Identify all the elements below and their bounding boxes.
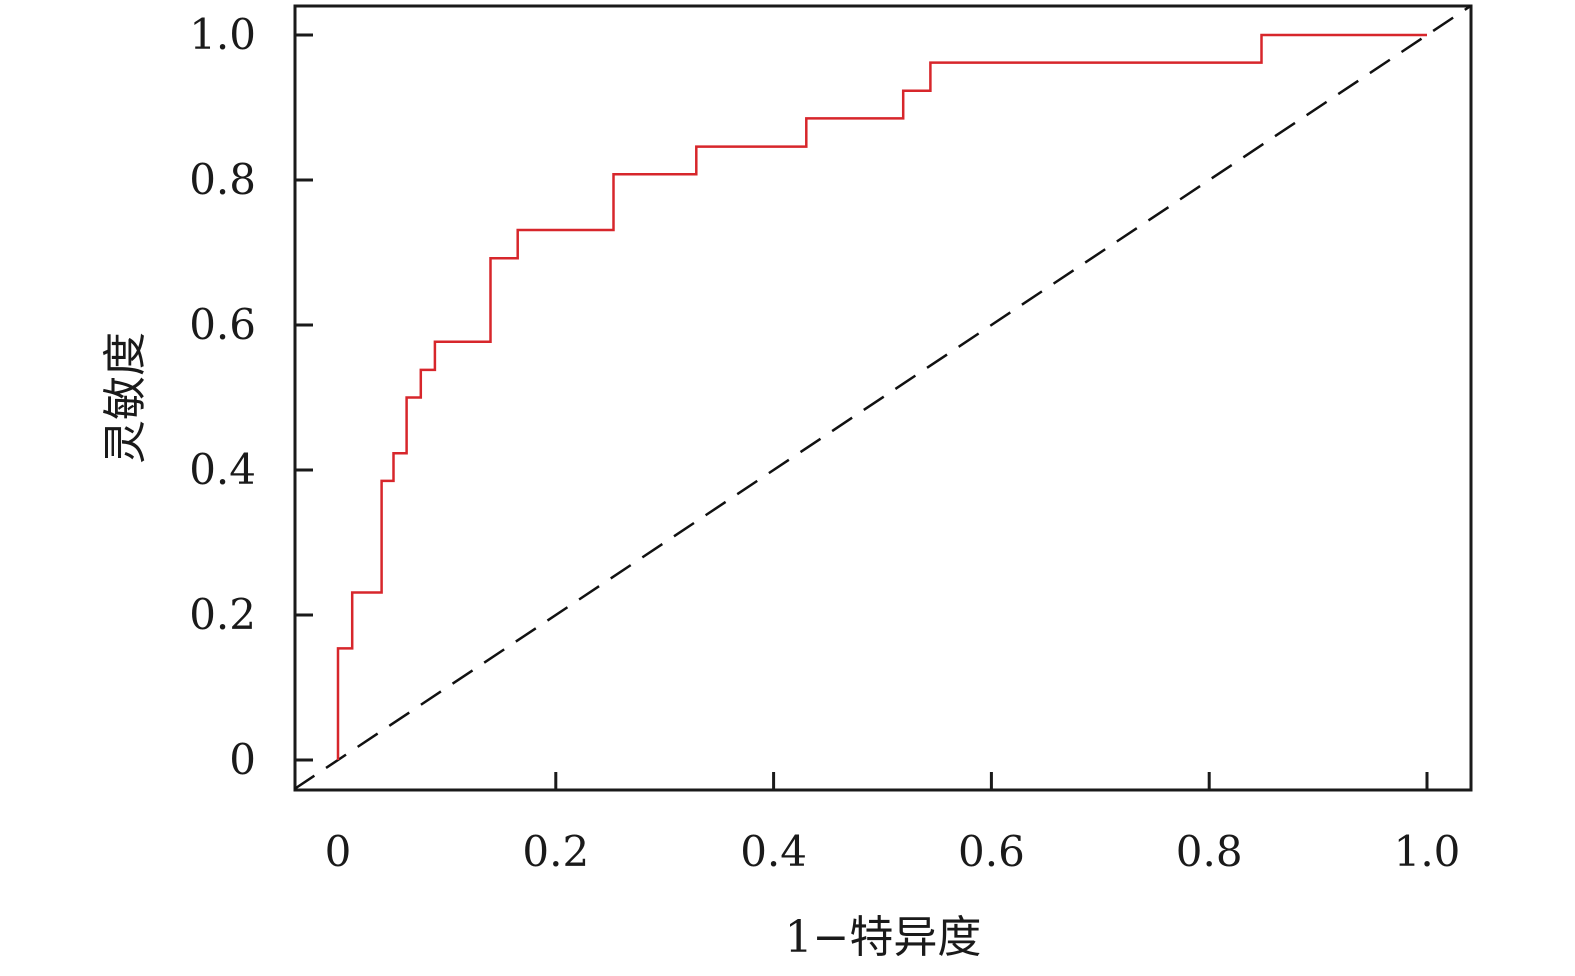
x-tick-label: 0.8: [1176, 827, 1243, 876]
x-tick-label: 0.2: [522, 827, 589, 876]
y-tick-label: 0.6: [189, 300, 256, 349]
y-tick-labels: 0 0.2 0.4 0.6 0.8 1.0: [189, 10, 256, 784]
y-tick-label: 0.8: [189, 155, 256, 204]
x-tick-labels: 0 0.2 0.4 0.6 0.8 1.0: [325, 827, 1461, 876]
x-tick-label: 0.6: [958, 827, 1025, 876]
y-axis-label: 灵敏度: [100, 332, 151, 464]
y-tick-label: 0.2: [189, 590, 256, 639]
x-axis-label: 1−特异度: [785, 912, 982, 963]
x-tick-label: 0: [325, 827, 352, 876]
x-tick-label: 1.0: [1394, 827, 1461, 876]
roc-curve-line: [336, 33, 1427, 760]
reference-diagonal-line: [293, 4, 1472, 791]
y-tick-label: 1.0: [189, 10, 256, 59]
x-tick-label: 0.4: [740, 827, 807, 876]
tick-marks: [295, 33, 1429, 790]
y-tick-label: 0.4: [189, 445, 256, 494]
plot-frame: [293, 4, 1473, 792]
y-tick-label: 0: [229, 735, 256, 784]
